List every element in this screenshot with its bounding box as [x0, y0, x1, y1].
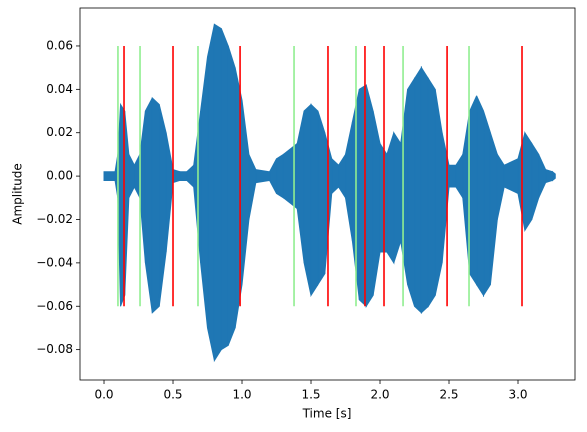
waveform-segment: [213, 23, 222, 363]
waveform-segment: [331, 157, 340, 195]
waveform-segment: [303, 103, 312, 296]
waveform-segment: [220, 28, 229, 351]
x-tick-label: 1.5: [301, 388, 320, 402]
waveform-segment: [227, 45, 236, 346]
waveform-segment: [386, 132, 395, 265]
waveform-segment: [476, 95, 485, 298]
waveform-segment: [241, 100, 250, 285]
y-axis-label: Amplitude: [11, 163, 25, 225]
waveform-segment: [282, 142, 298, 210]
y-tick-label: −0.08: [36, 342, 73, 356]
y-tick-label: −0.06: [36, 299, 73, 313]
y-tick-label: 0.04: [46, 82, 73, 96]
waveform-segment: [469, 95, 478, 287]
waveform-segment: [128, 154, 135, 199]
waveform-segment: [420, 65, 429, 314]
waveform-segment: [193, 110, 202, 263]
waveform-segment: [144, 97, 153, 313]
waveform-segment: [317, 110, 326, 287]
waveform-segment: [496, 152, 505, 220]
x-tick-label: 3.0: [508, 388, 527, 402]
x-tick-label: 2.5: [439, 388, 458, 402]
x-tick-label: 0.0: [94, 388, 113, 402]
x-tick-label: 2.0: [370, 388, 389, 402]
waveform-segment: [538, 154, 547, 199]
waveform-segment: [179, 171, 188, 181]
x-tick-label: 1.0: [232, 388, 251, 402]
waveform-segment: [234, 67, 243, 329]
y-tick-label: −0.04: [36, 255, 73, 269]
waveform-segment: [455, 152, 464, 200]
plot-frame: [79, 7, 576, 381]
waveform-segment: [255, 169, 271, 184]
x-tick-label: 0.5: [163, 388, 182, 402]
waveform-segment: [441, 132, 450, 263]
waveform-segment: [400, 89, 409, 285]
y-tick-label: 0.00: [46, 169, 73, 183]
waveform-segment: [427, 76, 436, 308]
y-tick-label: 0.06: [46, 38, 73, 52]
waveform-segment: [414, 65, 422, 314]
waveform-segment: [172, 168, 181, 184]
waveform-segment: [489, 132, 498, 285]
waveform-segment: [158, 104, 167, 307]
waveform-segment: [276, 153, 284, 199]
waveform-segment: [151, 96, 160, 314]
waveform-segment: [207, 24, 215, 361]
waveform-segment: [310, 103, 319, 298]
waveform-segment: [407, 76, 416, 307]
waveform-segment: [503, 157, 519, 195]
waveform-segment: [372, 110, 381, 296]
waveform-segment: [545, 168, 554, 184]
waveform-segment: [248, 154, 257, 220]
y-tick-label: −0.02: [36, 212, 73, 226]
waveform-segment: [338, 152, 347, 200]
waveform-segment: [296, 110, 305, 263]
waveform-segment: [124, 110, 130, 296]
x-axis-label: Time [s]: [302, 407, 352, 421]
waveform-segment: [448, 164, 457, 188]
waveform-segment: [269, 158, 278, 194]
waveform-segment: [524, 131, 533, 233]
waveform-segment: [531, 141, 540, 220]
waveform-segment: [345, 121, 353, 242]
waveform-segment: [434, 89, 443, 296]
waveform-segment: [200, 56, 209, 328]
waveform-segment: [483, 110, 491, 298]
waveform-segment: [103, 171, 116, 181]
waveform-segment: [365, 84, 374, 308]
waveform-segment: [133, 154, 141, 199]
waveform-segment: [165, 132, 174, 253]
waveform-segment: [186, 164, 195, 189]
waveform-segment: [393, 131, 402, 264]
y-tick-label: 0.02: [46, 125, 73, 139]
waveform-segment: [552, 170, 556, 182]
